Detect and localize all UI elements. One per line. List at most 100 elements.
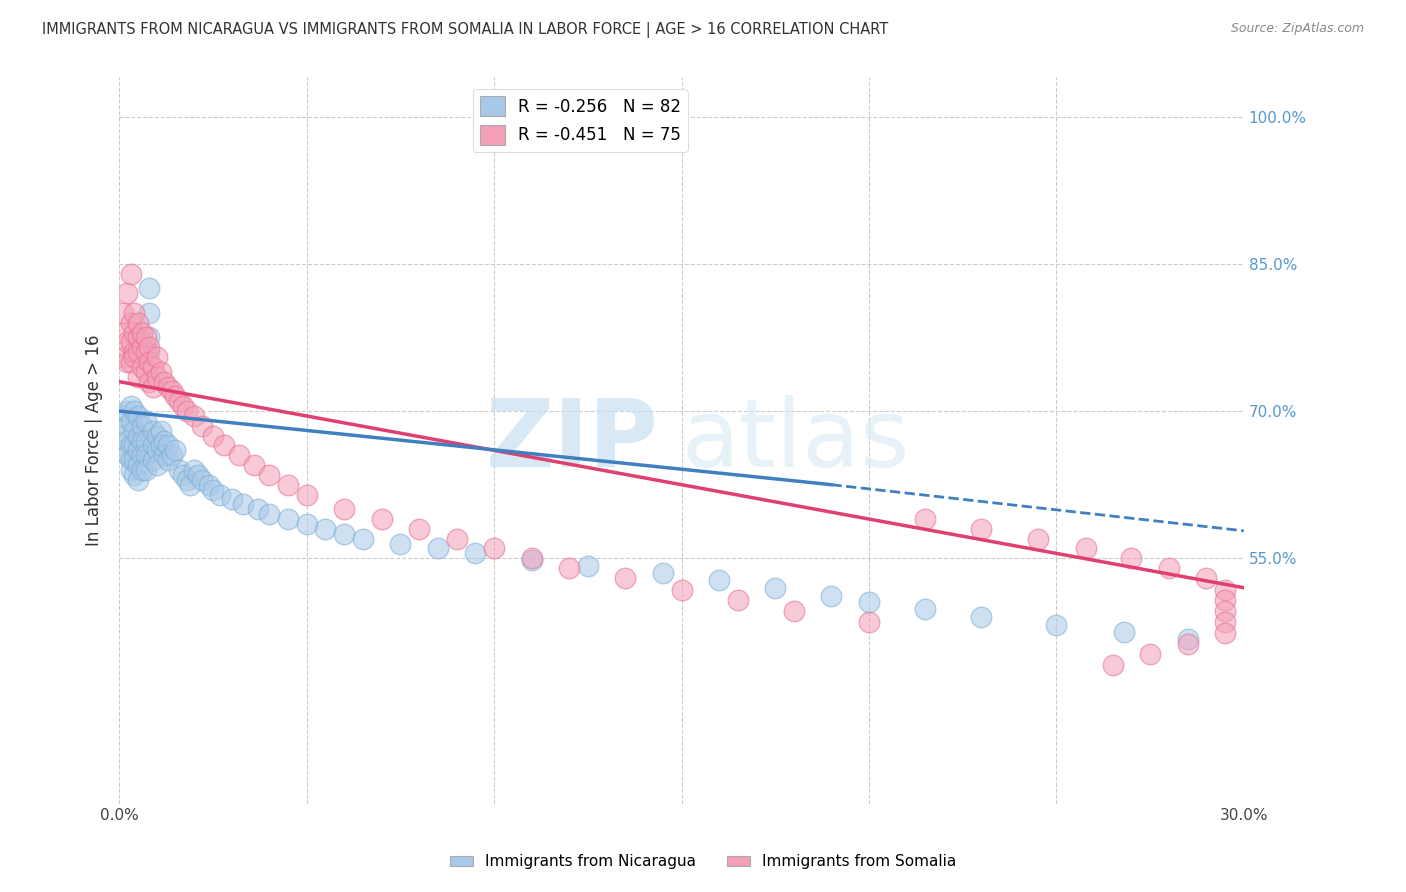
- Point: [1157, 561, 1180, 575]
- Point: [408, 522, 430, 536]
- Point: [1177, 637, 1199, 651]
- Point: [277, 477, 299, 491]
- Point: [120, 414, 142, 428]
- Point: [120, 267, 142, 281]
- Point: [115, 404, 138, 418]
- Point: [1213, 604, 1236, 618]
- Point: [138, 330, 160, 344]
- Point: [138, 345, 160, 359]
- Point: [576, 559, 599, 574]
- Point: [131, 463, 153, 477]
- Point: [176, 473, 198, 487]
- Point: [138, 340, 160, 354]
- Point: [115, 418, 138, 433]
- Point: [138, 281, 160, 295]
- Point: [858, 595, 880, 609]
- Y-axis label: In Labor Force | Age > 16: In Labor Force | Age > 16: [86, 334, 103, 546]
- Point: [1213, 582, 1236, 597]
- Point: [127, 428, 149, 442]
- Point: [201, 428, 224, 442]
- Point: [127, 473, 149, 487]
- Point: [858, 615, 880, 629]
- Point: [127, 330, 149, 344]
- Point: [142, 438, 165, 452]
- Point: [134, 365, 156, 379]
- Point: [145, 350, 167, 364]
- Point: [727, 593, 749, 607]
- Point: [246, 502, 269, 516]
- Point: [295, 516, 318, 531]
- Point: [520, 551, 543, 566]
- Point: [172, 467, 194, 482]
- Point: [228, 448, 250, 462]
- Point: [1213, 625, 1236, 640]
- Point: [138, 355, 160, 369]
- Point: [520, 553, 543, 567]
- Point: [614, 571, 637, 585]
- Text: IMMIGRANTS FROM NICARAGUA VS IMMIGRANTS FROM SOMALIA IN LABOR FORCE | AGE > 16 C: IMMIGRANTS FROM NICARAGUA VS IMMIGRANTS …: [42, 22, 889, 38]
- Point: [120, 438, 142, 452]
- Point: [115, 448, 138, 462]
- Point: [134, 448, 156, 462]
- Point: [232, 497, 254, 511]
- Point: [651, 566, 673, 580]
- Point: [120, 399, 142, 413]
- Point: [257, 467, 280, 482]
- Point: [370, 512, 392, 526]
- Point: [165, 443, 187, 458]
- Point: [127, 458, 149, 472]
- Point: [134, 434, 156, 448]
- Point: [111, 326, 134, 340]
- Point: [145, 428, 167, 442]
- Point: [149, 438, 172, 452]
- Point: [122, 404, 145, 418]
- Point: [145, 458, 167, 472]
- Point: [970, 610, 993, 624]
- Point: [122, 424, 145, 438]
- Point: [198, 477, 221, 491]
- Point: [333, 526, 356, 541]
- Point: [142, 359, 165, 374]
- Point: [314, 522, 336, 536]
- Point: [190, 418, 212, 433]
- Point: [1213, 593, 1236, 607]
- Point: [763, 581, 786, 595]
- Point: [122, 467, 145, 482]
- Point: [131, 326, 153, 340]
- Point: [142, 424, 165, 438]
- Point: [243, 458, 266, 472]
- Point: [277, 512, 299, 526]
- Text: ZIP: ZIP: [486, 394, 659, 486]
- Point: [153, 448, 176, 462]
- Point: [212, 438, 235, 452]
- Text: Source: ZipAtlas.com: Source: ZipAtlas.com: [1230, 22, 1364, 36]
- Point: [446, 532, 468, 546]
- Point: [156, 438, 179, 452]
- Point: [187, 467, 209, 482]
- Point: [333, 502, 356, 516]
- Point: [1101, 658, 1123, 673]
- Point: [558, 561, 581, 575]
- Point: [1026, 532, 1049, 546]
- Point: [120, 316, 142, 330]
- Point: [1112, 624, 1135, 639]
- Point: [970, 522, 993, 536]
- Point: [127, 345, 149, 359]
- Point: [127, 409, 149, 423]
- Text: atlas: atlas: [682, 394, 910, 486]
- Point: [149, 365, 172, 379]
- Point: [138, 306, 160, 320]
- Point: [122, 453, 145, 467]
- Point: [671, 582, 693, 597]
- Point: [120, 463, 142, 477]
- Point: [120, 355, 142, 369]
- Point: [1195, 571, 1218, 585]
- Point: [142, 453, 165, 467]
- Point: [122, 350, 145, 364]
- Point: [179, 477, 201, 491]
- Point: [820, 589, 842, 603]
- Point: [167, 463, 190, 477]
- Point: [153, 434, 176, 448]
- Point: [183, 409, 205, 423]
- Point: [131, 448, 153, 462]
